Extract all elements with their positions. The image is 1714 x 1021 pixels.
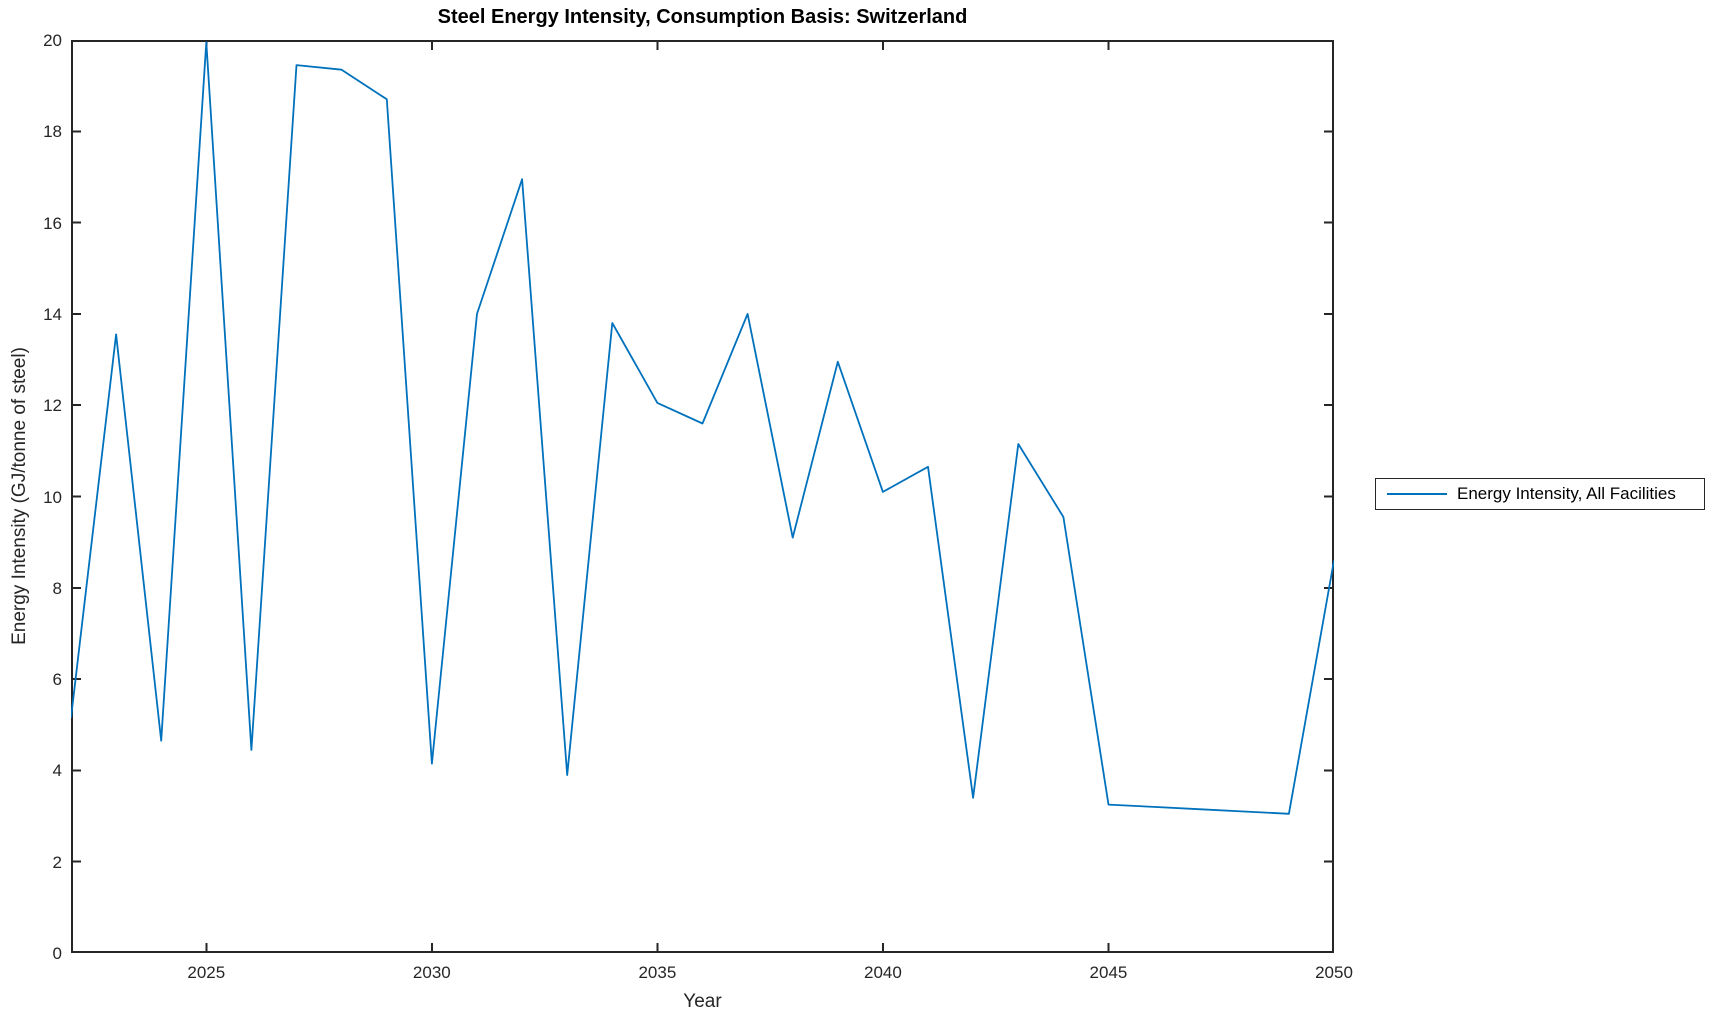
y-tick-label: 16 — [43, 213, 62, 233]
x-tick-label: 2040 — [864, 963, 902, 982]
x-tick-label: 2045 — [1089, 963, 1128, 982]
axis-box — [71, 40, 1334, 953]
x-tick-label: 2035 — [638, 963, 677, 982]
axis-ticks — [72, 40, 1334, 953]
x-tick-label: 2025 — [187, 963, 226, 982]
y-tick-label: 4 — [52, 761, 62, 781]
y-tick-label: 10 — [43, 487, 62, 507]
legend-label: Energy Intensity, All Facilities — [1457, 484, 1676, 503]
line-chart — [71, 40, 1334, 953]
x-tick-label: 2050 — [1315, 963, 1353, 982]
y-tick-label: 12 — [43, 396, 62, 416]
x-tick-label: 2030 — [412, 963, 451, 982]
plot-area — [71, 40, 1334, 953]
series-line — [71, 41, 1334, 815]
y-tick-label: 14 — [43, 304, 62, 324]
legend: Energy Intensity, All Facilities — [1375, 478, 1705, 510]
y-tick-label: 8 — [52, 578, 62, 598]
y-tick-label: 18 — [43, 122, 62, 142]
chart-title: Steel Energy Intensity, Consumption Basi… — [437, 6, 968, 28]
y-tick-label: 2 — [52, 852, 62, 872]
legend-line-sample — [1387, 493, 1447, 495]
y-tick-label: 6 — [52, 670, 62, 690]
y-tick-label: 0 — [52, 944, 62, 963]
y-tick-label: 20 — [43, 31, 62, 50]
x-axis-label: Year — [683, 991, 722, 1012]
